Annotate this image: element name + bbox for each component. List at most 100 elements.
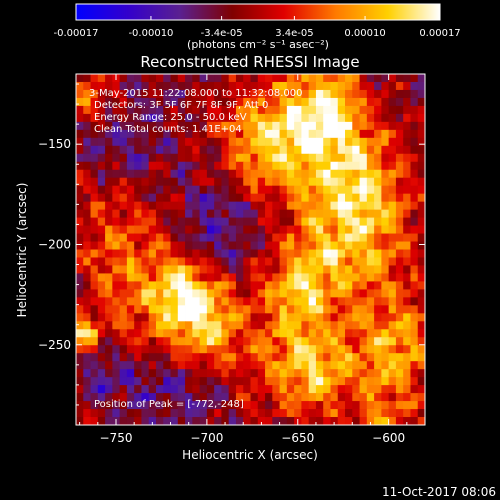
heatmap-cell: [170, 385, 179, 394]
heatmap-cell: [257, 153, 266, 163]
heatmap-cell: [97, 137, 106, 147]
heatmap-cell: [417, 233, 426, 242]
heatmap-cell: [192, 129, 200, 139]
heatmap-cell: [301, 209, 310, 218]
heatmap-cell: [243, 89, 251, 99]
heatmap-cell: [83, 121, 91, 131]
heatmap-cell: [177, 217, 186, 226]
heatmap-cell: [388, 369, 397, 378]
heatmap-cell: [279, 385, 288, 394]
heatmap-cell: [228, 409, 237, 418]
heatmap-cell: [359, 233, 368, 242]
heatmap-cell: [228, 201, 237, 211]
heatmap-cell: [337, 353, 346, 362]
heatmap-cell: [301, 161, 310, 171]
heatmap-cell: [235, 105, 244, 115]
heatmap-cell: [177, 265, 186, 274]
heatmap-cell: [395, 297, 404, 306]
heatmap-cell: [119, 201, 128, 211]
heatmap-cell: [294, 289, 302, 298]
heatmap-cell: [170, 225, 179, 234]
heatmap-cell: [119, 225, 128, 234]
heatmap-cell: [359, 193, 368, 203]
heatmap-cell: [323, 249, 331, 258]
heatmap-cell: [170, 89, 179, 99]
heatmap-cell: [388, 409, 397, 418]
heatmap-cell: [323, 185, 331, 195]
colorbar-tick-label: -3.4e-05: [201, 28, 243, 39]
heatmap-cell: [315, 409, 324, 418]
heatmap-cell: [308, 185, 317, 195]
heatmap-cell: [352, 417, 360, 426]
heatmap-cell: [417, 145, 426, 155]
heatmap-cell: [126, 377, 135, 386]
heatmap-cell: [112, 121, 121, 131]
heatmap-cell: [417, 265, 426, 274]
heatmap-cell: [381, 121, 390, 131]
heatmap-cell: [126, 289, 135, 298]
heatmap-cell: [148, 145, 157, 155]
heatmap-cell: [214, 121, 222, 131]
heatmap-cell: [97, 329, 106, 338]
heatmap-cell: [228, 353, 237, 362]
heatmap-cell: [112, 345, 121, 354]
heatmap-cell: [250, 305, 259, 314]
heatmap-cell: [155, 257, 164, 266]
heatmap-cell: [199, 281, 208, 290]
heatmap-cell: [141, 241, 150, 250]
heatmap-cell: [134, 329, 142, 338]
heatmap-cell: [199, 289, 208, 298]
heatmap-cell: [337, 393, 346, 402]
heatmap-cell: [345, 97, 353, 107]
heatmap-cell: [417, 353, 426, 362]
heatmap-cell: [126, 129, 135, 139]
heatmap-cell: [403, 393, 411, 402]
heatmap-cell: [308, 241, 317, 250]
heatmap-cell: [257, 369, 266, 378]
heatmap-cell: [97, 249, 106, 258]
heatmap-cell: [301, 273, 310, 282]
heatmap-cell: [192, 369, 200, 378]
heatmap-cell: [286, 89, 295, 99]
heatmap-cell: [374, 153, 382, 163]
heatmap-cell: [330, 353, 339, 362]
heatmap-cell: [257, 145, 266, 155]
heatmap-cell: [76, 209, 84, 218]
heatmap-cell: [395, 353, 404, 362]
heatmap-cell: [90, 281, 99, 290]
heatmap-cell: [235, 153, 244, 163]
heatmap-cell: [410, 153, 419, 163]
heatmap-cell: [308, 329, 317, 338]
heatmap-cell: [366, 89, 375, 99]
heatmap-cell: [308, 249, 317, 258]
heatmap-cell: [170, 297, 179, 306]
heatmap-cell: [97, 265, 106, 274]
heatmap-cell: [206, 169, 215, 179]
heatmap-cell: [177, 105, 186, 115]
heatmap-cell: [388, 121, 397, 131]
heatmap-cell: [417, 105, 426, 115]
colorbar-unit-label: (photons cm⁻² s⁻¹ asec⁻²): [187, 38, 329, 51]
heatmap-cell: [417, 201, 426, 211]
heatmap-cell: [170, 249, 179, 258]
heatmap-cell: [301, 121, 310, 131]
heatmap-cell: [243, 81, 251, 91]
heatmap-cell: [301, 169, 310, 179]
heatmap-cell: [134, 201, 142, 211]
heatmap-cell: [403, 193, 411, 203]
heatmap-cell: [417, 321, 426, 330]
heatmap-cell: [381, 241, 390, 250]
heatmap-cell: [315, 321, 324, 330]
heatmap-cell: [170, 169, 179, 179]
heatmap-cell: [294, 81, 302, 91]
heatmap-cell: [185, 321, 193, 330]
heatmap-cell: [83, 105, 91, 115]
heatmap-cell: [403, 105, 411, 115]
heatmap-cell: [272, 345, 280, 354]
heatmap-cell: [155, 281, 164, 290]
heatmap-cell: [366, 113, 375, 123]
heatmap-cell: [235, 297, 244, 306]
heatmap-cell: [243, 273, 251, 282]
heatmap-cell: [410, 273, 419, 282]
heatmap-cell: [243, 185, 251, 195]
